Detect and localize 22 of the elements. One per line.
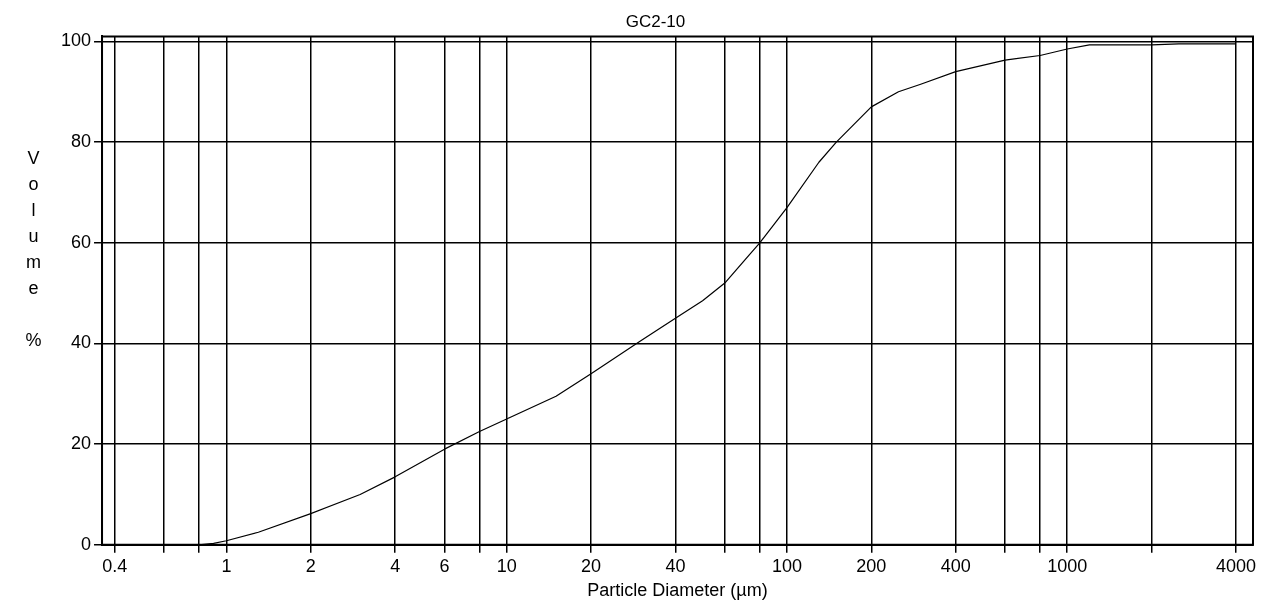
y-tick-label: 100 <box>60 30 92 51</box>
x-tick-label: 400 <box>940 555 971 576</box>
x-tick-label: 20 <box>581 555 602 576</box>
x-tick-label: 100 <box>771 555 802 576</box>
y-tick-label: 20 <box>71 433 92 454</box>
x-tick-label: 0.4 <box>102 555 128 576</box>
x-tick-label: 40 <box>665 555 686 576</box>
chart-title: GC2-10 <box>625 11 686 31</box>
x-tick-label: 2 <box>305 555 316 576</box>
x-tick-label: 200 <box>856 555 887 576</box>
y-tick-label: 80 <box>71 131 92 152</box>
x-tick-label: 10 <box>496 555 517 576</box>
y-tick-label: 60 <box>71 231 92 252</box>
x-tick-label: 1 <box>221 555 232 576</box>
x-tick-label: 6 <box>439 555 450 576</box>
y-tick-label: 0 <box>81 533 92 554</box>
x-axis-title: Particle Diameter (µm) <box>587 580 768 601</box>
x-tick-label: 1000 <box>1047 555 1088 576</box>
y-axis-title: Volume % <box>22 148 44 356</box>
x-tick-label: 4000 <box>1215 555 1257 576</box>
y-tick-label: 40 <box>71 332 92 353</box>
x-tick-label: 4 <box>390 555 401 576</box>
